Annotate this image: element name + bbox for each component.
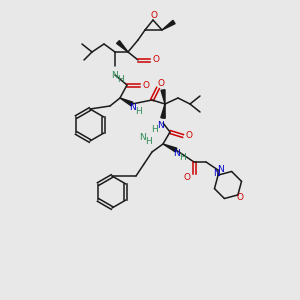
Text: H: H [136, 106, 142, 116]
Text: N: N [130, 103, 136, 112]
Text: O: O [158, 79, 164, 88]
Polygon shape [161, 104, 165, 118]
Text: O: O [236, 194, 243, 202]
Text: N: N [157, 121, 164, 130]
Text: H: H [151, 125, 158, 134]
Text: N: N [140, 133, 146, 142]
Polygon shape [163, 144, 177, 152]
Text: N: N [218, 164, 224, 173]
Text: N: N [112, 70, 118, 80]
Text: O: O [151, 11, 158, 20]
Text: O: O [185, 131, 193, 140]
Text: N: N [213, 169, 220, 178]
Text: H: H [118, 74, 124, 83]
Polygon shape [162, 20, 175, 30]
Text: H: H [145, 136, 152, 146]
Text: O: O [184, 172, 190, 182]
Polygon shape [120, 98, 133, 106]
Polygon shape [161, 90, 165, 104]
Polygon shape [117, 40, 128, 52]
Text: O: O [142, 80, 149, 89]
Text: H: H [180, 152, 186, 161]
Text: N: N [174, 148, 180, 158]
Text: O: O [152, 56, 160, 64]
